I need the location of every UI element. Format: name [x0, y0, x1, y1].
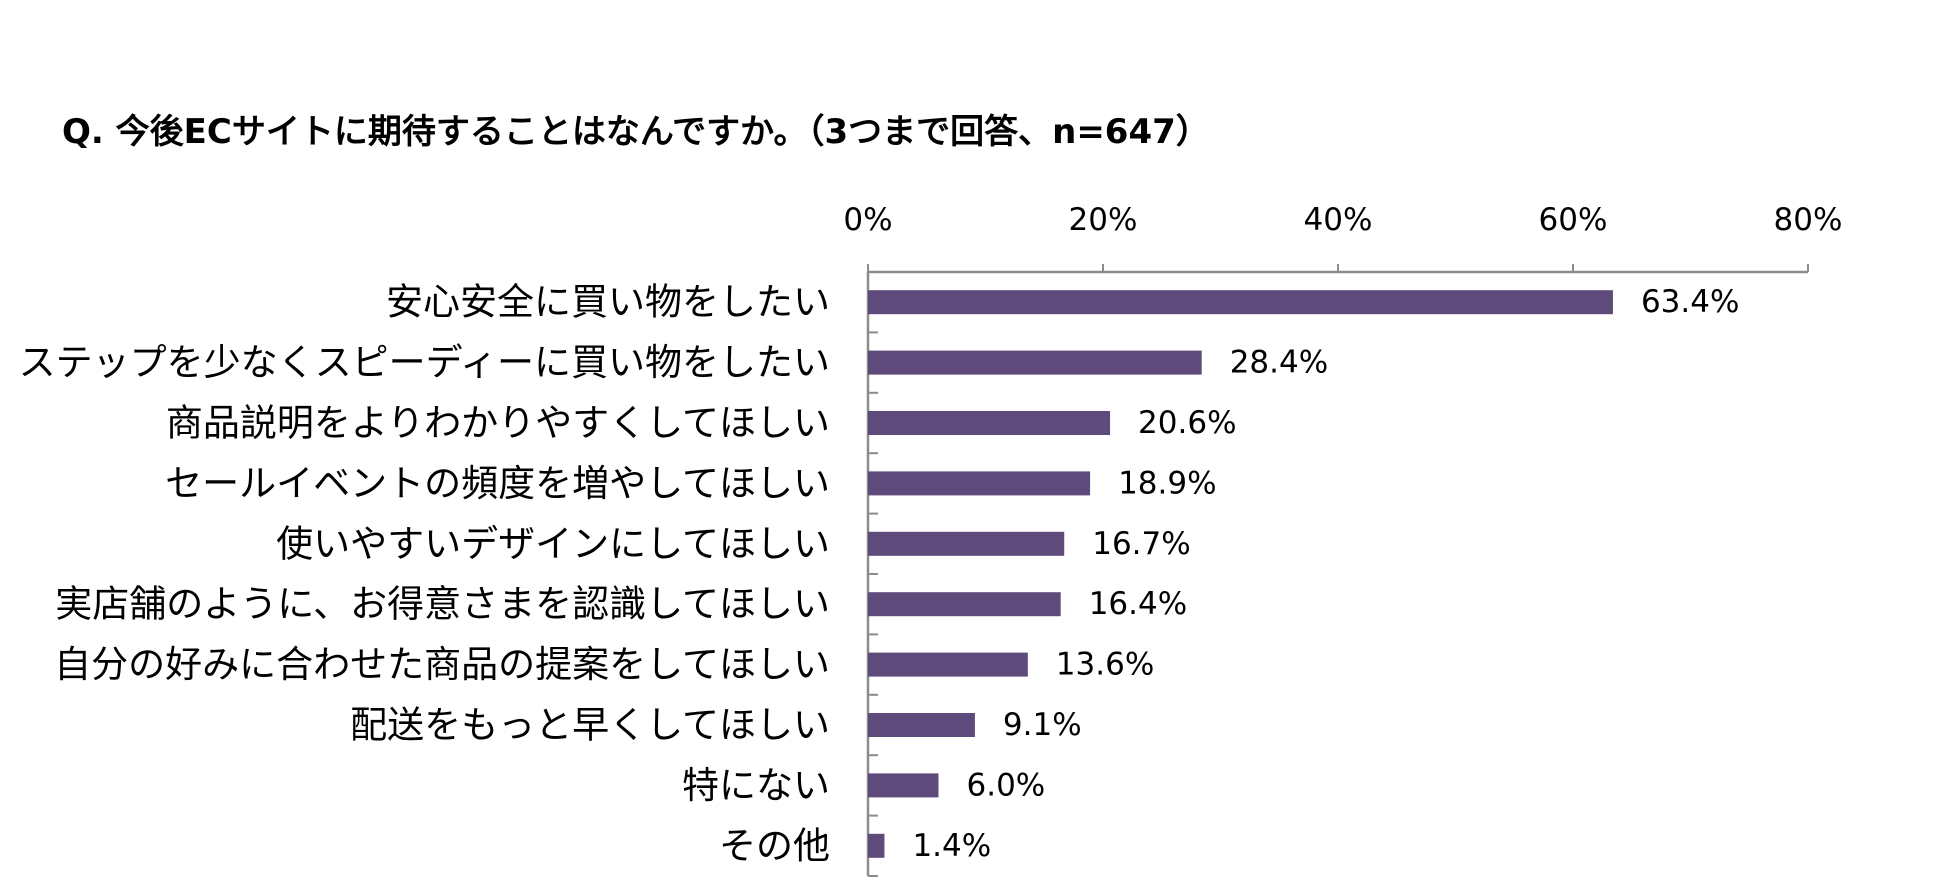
- data-label: 63.4%: [1641, 284, 1739, 320]
- x-tick-label: 0%: [843, 202, 892, 238]
- x-tick-label: 60%: [1539, 202, 1608, 238]
- bar: [868, 833, 885, 858]
- category-label: ステップを少なくスピーディーに買い物をしたい: [19, 341, 830, 384]
- bar: [868, 652, 1028, 677]
- data-label: 16.7%: [1092, 526, 1190, 562]
- category-label: 実店舗のように、お得意さまを認識してほしい: [55, 583, 830, 626]
- chart-title: Q. 今後ECサイトに期待することはなんですか。（3つまで回答、n=647）: [62, 112, 1210, 152]
- category-label: 自分の好みに合わせた商品の提案をしてほしい: [54, 643, 830, 686]
- x-axis-tick-labels: 0% 20% 40% 60% 80%: [843, 202, 1842, 238]
- category-label: 特にない: [682, 764, 830, 807]
- category-label: 配送をもっと早くしてほしい: [350, 704, 830, 747]
- category-labels: 安心安全に買い物をしたいステップを少なくスピーディーに買い物をしたい商品説明をよ…: [19, 281, 830, 868]
- data-label: 9.1%: [1003, 707, 1082, 743]
- bar: [868, 531, 1065, 556]
- category-label: その他: [719, 824, 830, 867]
- data-label: 18.9%: [1118, 465, 1216, 501]
- bar: [868, 773, 939, 798]
- bars: [868, 290, 1613, 858]
- category-label: 商品説明をよりわかりやすくしてほしい: [166, 402, 830, 445]
- data-label: 16.4%: [1089, 586, 1187, 622]
- bar: [868, 713, 975, 737]
- category-label: 使いやすいデザインにしてほしい: [276, 522, 830, 565]
- data-label: 28.4%: [1230, 345, 1328, 381]
- x-tick-label: 80%: [1774, 202, 1843, 238]
- bar: [868, 350, 1202, 375]
- bar: [868, 471, 1091, 496]
- bar: [868, 592, 1061, 617]
- data-labels: 63.4% 28.4% 20.6% 18.9% 16.7% 16.4% 13.6% 9.1% 6…: [912, 284, 1739, 864]
- x-tick-label: 40%: [1304, 202, 1373, 238]
- data-label: 1.4%: [912, 828, 991, 864]
- data-label: 6.0%: [967, 767, 1046, 803]
- bar: [868, 290, 1613, 315]
- bar: [868, 411, 1111, 435]
- data-label: 13.6%: [1056, 647, 1154, 683]
- category-label: セールイベントの頻度を増やしてほしい: [165, 462, 830, 505]
- category-label: 安心安全に買い物をしたい: [386, 281, 830, 324]
- x-tick-label: 20%: [1069, 202, 1138, 238]
- data-label: 20.6%: [1138, 405, 1236, 441]
